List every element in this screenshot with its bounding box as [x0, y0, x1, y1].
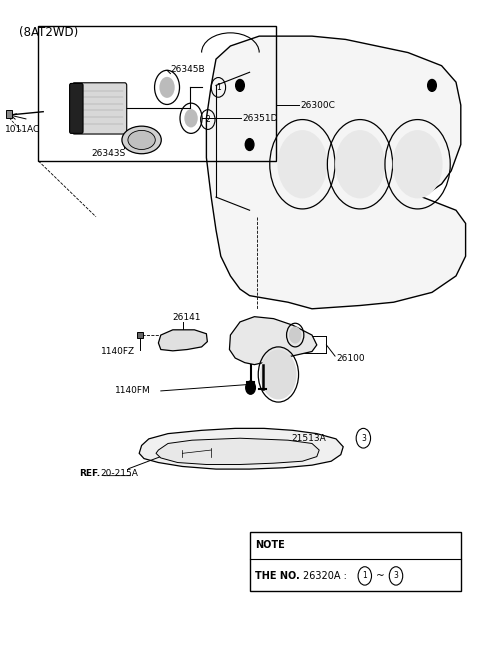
Circle shape	[335, 130, 385, 198]
FancyBboxPatch shape	[70, 83, 83, 133]
Bar	[250, 532, 461, 591]
Text: REF.: REF.	[79, 468, 100, 478]
Ellipse shape	[122, 126, 161, 154]
Text: 1140FM: 1140FM	[115, 386, 151, 396]
Bar	[6, 110, 12, 118]
Circle shape	[236, 79, 244, 91]
Circle shape	[277, 130, 327, 198]
Text: 26345B: 26345B	[170, 64, 205, 74]
Circle shape	[393, 130, 443, 198]
Text: 26100: 26100	[336, 353, 365, 363]
Text: 1140FZ: 1140FZ	[101, 347, 135, 356]
Polygon shape	[158, 330, 207, 351]
Text: (8AT2WD): (8AT2WD)	[19, 26, 78, 39]
Circle shape	[289, 327, 301, 344]
Text: 26300C: 26300C	[300, 101, 335, 110]
Text: 26141: 26141	[173, 313, 201, 322]
Text: 3: 3	[361, 434, 366, 443]
Circle shape	[246, 381, 255, 394]
Text: 1011AC: 1011AC	[5, 125, 40, 134]
Text: 26351D: 26351D	[242, 114, 278, 123]
Text: THE NO.: THE NO.	[255, 571, 300, 581]
Polygon shape	[229, 317, 317, 365]
Text: 21343A: 21343A	[262, 340, 296, 350]
FancyBboxPatch shape	[72, 83, 127, 134]
Polygon shape	[139, 428, 343, 469]
Circle shape	[245, 139, 254, 150]
Text: 26343S: 26343S	[91, 149, 125, 158]
Circle shape	[159, 77, 175, 98]
Bar	[137, 332, 143, 338]
Circle shape	[184, 109, 198, 127]
Text: 1: 1	[362, 572, 367, 580]
Ellipse shape	[128, 130, 156, 150]
Polygon shape	[156, 438, 319, 464]
Text: ~: ~	[376, 571, 384, 581]
Text: 3: 3	[394, 572, 398, 580]
Bar	[38, 26, 276, 161]
Text: 20-215A: 20-215A	[101, 468, 139, 478]
Text: 1: 1	[216, 83, 221, 92]
Circle shape	[260, 350, 297, 399]
Circle shape	[428, 79, 436, 91]
Text: 2: 2	[205, 115, 210, 124]
Polygon shape	[206, 36, 466, 309]
Text: NOTE: NOTE	[255, 540, 285, 550]
Text: 26320A :: 26320A :	[303, 571, 350, 581]
Text: 21513A: 21513A	[291, 434, 326, 443]
